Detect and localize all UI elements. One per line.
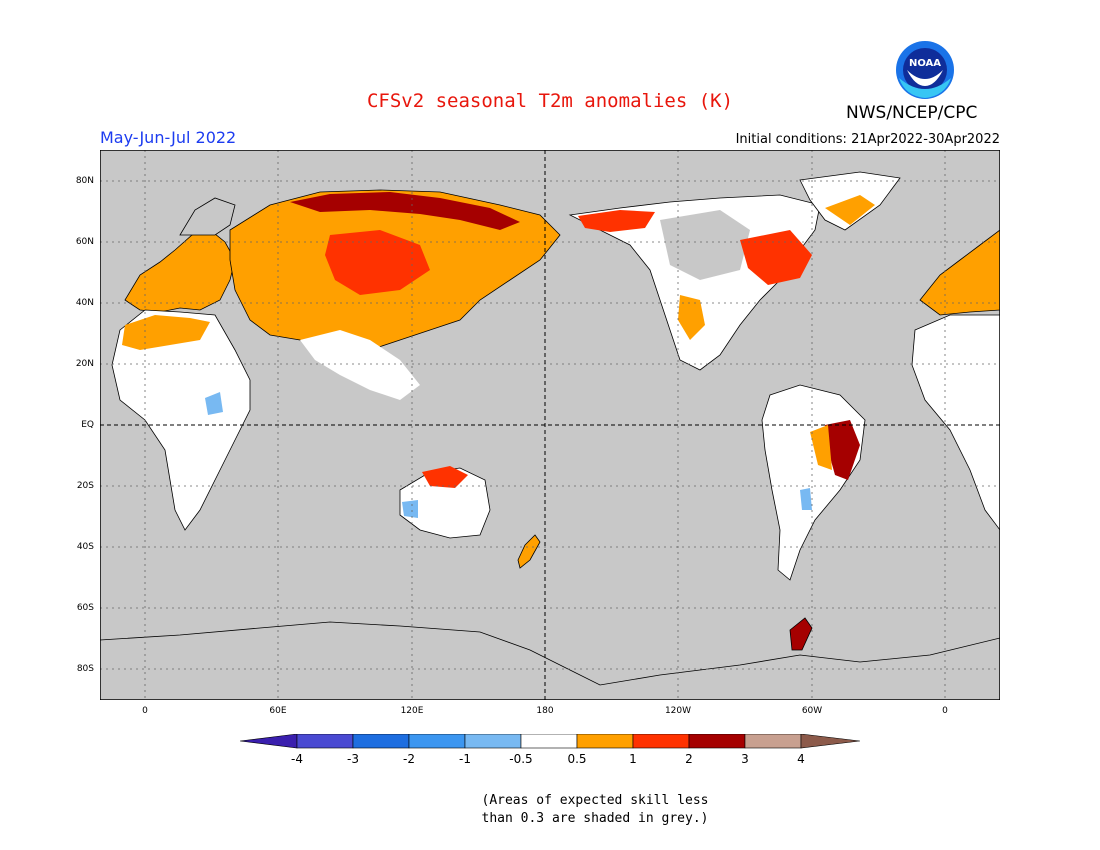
land-europe-right bbox=[919, 229, 1000, 316]
colorbar-tick: 2 bbox=[685, 752, 693, 766]
forecast-period: May-Jun-Jul 2022 bbox=[100, 128, 237, 147]
lon-label-0-right: 0 bbox=[942, 706, 948, 716]
initial-conditions: Initial conditions: 21Apr2022-30Apr2022 bbox=[735, 132, 1000, 147]
lat-label-20n: 20N bbox=[75, 359, 94, 369]
lon-label-120w: 120W bbox=[664, 706, 692, 716]
colorbar-cell-1 bbox=[296, 734, 354, 749]
grid-lines bbox=[100, 150, 1000, 700]
greenland-warm bbox=[825, 195, 875, 225]
lon-label-60w: 60W bbox=[801, 706, 823, 716]
lon-label-0: 0 bbox=[142, 706, 148, 716]
africa-east-cool bbox=[205, 392, 223, 415]
asia-south-white bbox=[300, 330, 420, 400]
colorbar-tick: -1 bbox=[459, 752, 471, 766]
na-east-warm bbox=[740, 230, 812, 285]
colorbar-tick: -4 bbox=[291, 752, 303, 766]
reference-lines bbox=[100, 150, 1000, 700]
lat-label-60n: 60N bbox=[75, 237, 94, 247]
australia-west-cool bbox=[402, 500, 418, 518]
africa-north-warm bbox=[122, 315, 210, 350]
colorbar-tick: -0.5 bbox=[509, 752, 533, 766]
colorbar-tick: 3 bbox=[741, 752, 749, 766]
colorbar-cell-5 bbox=[520, 734, 578, 749]
land-africa-right bbox=[911, 314, 1000, 531]
colorbar-cell-6 bbox=[576, 734, 634, 749]
lon-label-120e: 120E bbox=[400, 706, 424, 716]
asia-north-hot bbox=[290, 192, 520, 230]
colorbar-cell-8 bbox=[688, 734, 746, 749]
sa-brazil-warm bbox=[810, 425, 832, 470]
map-title: CFSv2 seasonal T2m anomalies (K) bbox=[366, 90, 734, 112]
lat-label-40s: 40S bbox=[76, 542, 94, 552]
colorbar-tick: 0.5 bbox=[567, 752, 587, 766]
land-masses bbox=[100, 171, 1000, 700]
asia-central-warm bbox=[325, 230, 430, 295]
colorbar bbox=[240, 734, 860, 749]
sa-brazil-hot bbox=[825, 420, 860, 480]
land-africa bbox=[111, 309, 251, 531]
colorbar-tick: -3 bbox=[347, 752, 359, 766]
noaa-logo: NOAA bbox=[896, 41, 954, 99]
lon-label-60e: 60E bbox=[269, 706, 287, 716]
logo-text: NOAA bbox=[909, 58, 941, 69]
sa-cool bbox=[800, 488, 812, 510]
colorbar-cell-9 bbox=[744, 734, 802, 749]
skill-note-line2: than 0.3 are shaded in grey.) bbox=[481, 811, 709, 826]
lat-label-80s: 80S bbox=[76, 664, 94, 674]
lat-label-eq: EQ bbox=[81, 420, 94, 430]
lat-label-40n: 40N bbox=[75, 298, 94, 308]
lat-label-60s: 60S bbox=[76, 603, 94, 613]
colorbar-tick: -2 bbox=[403, 752, 415, 766]
skill-note-line1: (Areas of expected skill less bbox=[481, 793, 709, 808]
na-west-warm bbox=[678, 295, 705, 340]
skill-note: (Areas of expected skill less than 0.3 a… bbox=[0, 792, 1100, 828]
anomaly-map bbox=[100, 150, 1000, 700]
lat-label-80n: 80N bbox=[75, 176, 94, 186]
colorbar-cell-7 bbox=[632, 734, 690, 749]
colorbar-cell-3 bbox=[408, 734, 466, 749]
land-antarctica bbox=[100, 621, 1000, 700]
lat-label-20s: 20S bbox=[76, 481, 94, 491]
antarctic-peninsula-hot bbox=[789, 617, 813, 651]
land-scandinavia bbox=[179, 197, 236, 236]
colorbar-tick: 1 bbox=[629, 752, 637, 766]
colorbar-cell-10 bbox=[800, 734, 860, 749]
colorbar-tick: 4 bbox=[797, 752, 805, 766]
colorbar-cell-2 bbox=[352, 734, 410, 749]
lon-label-180: 180 bbox=[536, 706, 554, 716]
colorbar-cell-4 bbox=[464, 734, 522, 749]
na-canada-grey bbox=[660, 210, 750, 280]
agency-label: NWS/NCEP/CPC bbox=[846, 103, 978, 123]
land-new-zealand bbox=[517, 534, 541, 569]
colorbar-cell-0 bbox=[240, 734, 298, 749]
na-alaska-warm bbox=[578, 210, 655, 232]
australia-north-warm bbox=[422, 466, 468, 488]
